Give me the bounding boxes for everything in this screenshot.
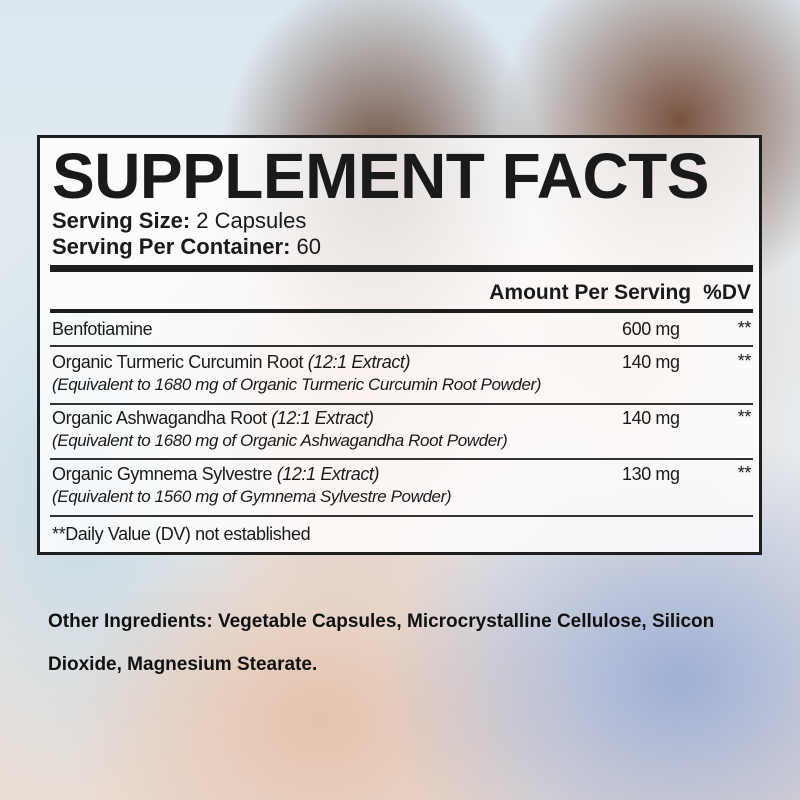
servings-value: 60 bbox=[296, 234, 321, 259]
ingredient-dv: ** bbox=[737, 463, 752, 483]
column-header: Amount Per Serving %DV bbox=[477, 281, 751, 305]
panel-title: SUPPLEMENT FACTS bbox=[52, 140, 709, 212]
ingredient-dv: ** bbox=[737, 351, 752, 371]
ingredient-name: Organic Gymnema Sylvestre bbox=[52, 464, 273, 484]
ingredient-amount: 140 mg bbox=[622, 408, 680, 428]
header-divider bbox=[50, 309, 753, 313]
ingredient-equivalent: (Equivalent to 1560 mg of Gymnema Sylves… bbox=[52, 487, 452, 506]
other-ingredients-label: Other Ingredients: bbox=[48, 611, 213, 632]
other-ingredients: Other Ingredients: Vegetable Capsules, M… bbox=[48, 600, 748, 686]
dv-header: %DV bbox=[703, 281, 751, 304]
row-divider bbox=[50, 345, 753, 347]
row-divider bbox=[50, 458, 753, 460]
footnote: **Daily Value (DV) not established bbox=[52, 524, 311, 544]
ingredient-row: Organic Ashwagandha Root (12:1 Extract) … bbox=[52, 406, 751, 452]
serving-size-label: Serving Size: bbox=[52, 208, 191, 233]
ingredient-extract: (12:1 Extract) bbox=[276, 464, 380, 484]
row-divider bbox=[50, 515, 753, 517]
ingredient-equivalent: (Equivalent to 1680 mg of Organic Ashwag… bbox=[52, 431, 508, 450]
serving-size: Serving Size: 2 Capsules bbox=[52, 208, 306, 234]
ingredient-name: Organic Ashwagandha Root bbox=[52, 408, 267, 428]
ingredient-row: Organic Turmeric Curcumin Root (12:1 Ext… bbox=[52, 350, 751, 396]
amount-header: Amount Per Serving bbox=[489, 281, 692, 304]
ingredient-amount: 130 mg bbox=[622, 464, 680, 484]
servings-per-container: Serving Per Container: 60 bbox=[52, 234, 321, 260]
ingredient-extract: (12:1 Extract) bbox=[271, 408, 374, 428]
ingredient-amount: 140 mg bbox=[622, 352, 680, 372]
serving-size-value: 2 Capsules bbox=[196, 208, 307, 233]
ingredient-dv: ** bbox=[737, 318, 752, 338]
ingredient-dv: ** bbox=[737, 407, 752, 427]
servings-label: Serving Per Container: bbox=[52, 234, 291, 259]
ingredient-amount: 600 mg bbox=[622, 319, 680, 339]
ingredient-equivalent: (Equivalent to 1680 mg of Organic Turmer… bbox=[52, 375, 542, 394]
ingredient-row: Organic Gymnema Sylvestre (12:1 Extract)… bbox=[52, 462, 751, 508]
row-divider bbox=[50, 403, 753, 405]
ingredient-row: Benfotiamine 600 mg ** bbox=[52, 317, 751, 341]
supplement-facts-panel: SUPPLEMENT FACTS Serving Size: 2 Capsule… bbox=[37, 135, 762, 555]
ingredient-name: Benfotiamine bbox=[52, 319, 153, 339]
ingredient-extract: (12:1 Extract) bbox=[307, 352, 411, 372]
ingredient-name: Organic Turmeric Curcumin Root bbox=[52, 352, 304, 372]
other-ingredients-value: Vegetable Capsules, Microcrystalline Cel… bbox=[48, 611, 715, 675]
thick-divider bbox=[50, 265, 753, 272]
